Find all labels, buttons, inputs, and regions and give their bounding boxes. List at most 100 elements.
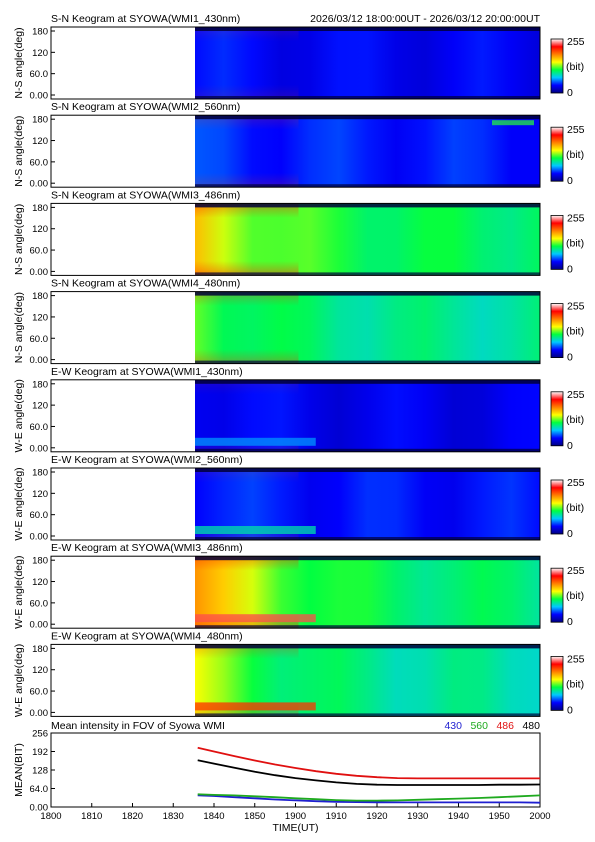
keogram-dawn-shade xyxy=(195,27,299,99)
y-tick-label: 0.00 xyxy=(30,355,49,366)
y-axis-label: W-E angle(deg) xyxy=(13,644,25,717)
x-axis-label: TIME(UT) xyxy=(272,822,318,834)
y-tick-label: 0.00 xyxy=(30,620,49,631)
keogram-frame xyxy=(50,202,541,276)
keogram-dawn-shade xyxy=(195,203,299,276)
x-tick-label: 1840 xyxy=(203,811,224,822)
keogram-edge-top xyxy=(195,468,540,472)
x-tick-label: 1800 xyxy=(40,811,61,822)
y-axis-label: W-E angle(deg) xyxy=(13,556,25,629)
colorbar-max-label: 255 xyxy=(567,212,585,224)
colorbar-unit-label: (bit) xyxy=(566,326,584,338)
chart-title: Mean intensity in FOV of Syowa WMI xyxy=(51,720,225,732)
x-tick-label: 1930 xyxy=(407,811,428,822)
y-tick-label: 60.0 xyxy=(30,246,49,257)
y-tick-label: 0.00 xyxy=(30,443,49,454)
x-tick-label: 1820 xyxy=(122,811,143,822)
date-range: 2026/03/12 18:00:00UT - 2026/03/12 20:00… xyxy=(310,13,540,25)
keogram-frame xyxy=(50,26,541,100)
series-line-480 xyxy=(197,759,541,786)
y-tick-label: 60.0 xyxy=(30,687,49,698)
y-axis-label: N-S angle(deg) xyxy=(13,116,25,187)
keogram-edge-top xyxy=(195,203,540,208)
colorbar-unit-label: (bit) xyxy=(566,678,584,690)
keogram-panel: E-W Keogram at SYOWA(WMI2_560nm)180 120 60… xyxy=(13,454,585,543)
legend-entry: 486 xyxy=(496,720,514,732)
y-tick-label: 180 xyxy=(32,203,48,214)
colorbar xyxy=(550,479,564,535)
legend-entry: 560 xyxy=(470,720,488,732)
y-tick-label: 180 xyxy=(32,468,48,479)
colorbar xyxy=(550,38,564,94)
colorbar-max-label: 255 xyxy=(567,36,585,48)
no-data-region xyxy=(51,27,195,99)
colorbar-min-label: 0 xyxy=(567,528,573,540)
x-tick-label: 1910 xyxy=(326,811,347,822)
keogram-low-band xyxy=(195,526,316,534)
colorbar-unit-label: (bit) xyxy=(566,590,584,602)
keogram-frame xyxy=(50,114,541,188)
chart-frame xyxy=(50,732,541,808)
no-data-region xyxy=(51,115,195,188)
keogram-edge-bottom xyxy=(195,96,540,99)
x-tick-label: 1950 xyxy=(489,811,510,822)
y-tick-label: 0.00 xyxy=(30,91,49,102)
y-tick-label: 120 xyxy=(32,577,48,588)
colorbar-min-label: 0 xyxy=(567,616,573,628)
y-tick-label: 120 xyxy=(32,136,48,147)
y-tick-label: 0.00 xyxy=(30,179,49,190)
y-tick-label: 60.0 xyxy=(30,422,49,433)
y-axis-label: N-S angle(deg) xyxy=(13,204,25,275)
y-tick-label: 0.00 xyxy=(30,532,49,543)
keogram-edge-top xyxy=(195,644,540,649)
keogram-title: S-N Keogram at SYOWA(WMI4_480nm) xyxy=(51,278,240,290)
y-tick-label: 64.0 xyxy=(30,784,49,795)
y-tick-label: 180 xyxy=(32,291,48,302)
no-data-region xyxy=(51,556,195,629)
legend-entry: 430 xyxy=(444,720,462,732)
keogram-title: S-N Keogram at SYOWA(WMI2_560nm) xyxy=(51,101,240,113)
series-line-560 xyxy=(197,793,541,802)
y-axis-label: W-E angle(deg) xyxy=(13,379,25,452)
keogram-low-band xyxy=(195,702,316,711)
colorbar-unit-label: (bit) xyxy=(566,149,584,161)
y-tick-label: 0.00 xyxy=(30,803,49,814)
x-tick-label: 1940 xyxy=(448,811,469,822)
colorbar-min-label: 0 xyxy=(567,87,573,99)
x-tick-label: 2000 xyxy=(529,811,550,822)
y-tick-label: 120 xyxy=(32,48,48,59)
colorbar-unit-label: (bit) xyxy=(566,414,584,426)
keogram-frame xyxy=(50,379,541,453)
y-tick-label: 120 xyxy=(32,401,48,412)
keogram-panel: S-N Keogram at SYOWA(WMI1_430nm) 2026/03/… xyxy=(13,13,585,102)
colorbar xyxy=(550,567,564,623)
no-data-region xyxy=(51,291,195,364)
keogram-dawn-shade xyxy=(195,291,299,364)
y-tick-label: 256 xyxy=(32,729,48,740)
series-line-486 xyxy=(197,746,540,780)
colorbar-min-label: 0 xyxy=(567,263,573,275)
keogram-edge-top xyxy=(195,115,540,120)
no-data-region xyxy=(51,468,195,540)
keogram-panel: E-W Keogram at SYOWA(WMI1_430nm)180 120 60… xyxy=(13,366,585,455)
keogram-edge-bottom xyxy=(195,537,540,540)
keogram-low-band xyxy=(195,614,316,623)
y-axis-label: N-S angle(deg) xyxy=(13,27,25,98)
no-data-region xyxy=(51,203,195,276)
colorbar xyxy=(550,303,564,359)
colorbar-max-label: 255 xyxy=(567,565,585,577)
keogram-edge-bottom xyxy=(195,625,540,629)
y-tick-label: 120 xyxy=(32,665,48,676)
keogram-title: S-N Keogram at SYOWA(WMI3_486nm) xyxy=(51,189,240,201)
keogram-edge-top xyxy=(195,556,540,561)
legend-entry: 480 xyxy=(522,720,540,732)
y-tick-label: 60.0 xyxy=(30,69,49,80)
y-tick-label: 128 xyxy=(32,766,48,777)
colorbar-min-label: 0 xyxy=(567,175,573,187)
keogram-panel: E-W Keogram at SYOWA(WMI3_486nm)180 120 60… xyxy=(13,542,585,631)
colorbar-max-label: 255 xyxy=(567,124,585,136)
series-line-430 xyxy=(197,794,541,804)
no-data-region xyxy=(51,379,195,452)
no-data-region xyxy=(51,644,195,717)
y-tick-label: 180 xyxy=(32,556,48,567)
